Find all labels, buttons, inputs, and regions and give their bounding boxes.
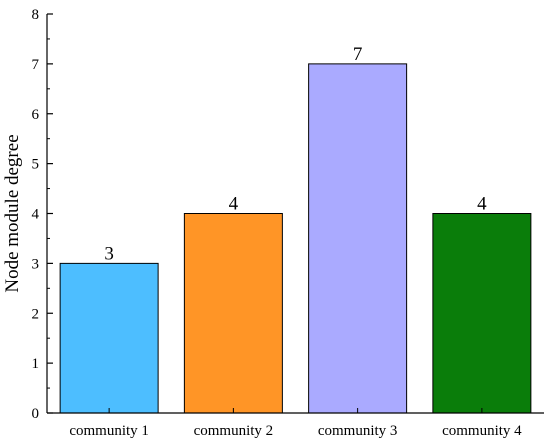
y-tick-label: 6 xyxy=(32,107,40,123)
bar xyxy=(183,213,283,414)
y-tick-label: 3 xyxy=(32,256,40,272)
x-axis-ticks: community 1 community 2 community 3 communi… xyxy=(69,408,522,439)
data-label: 3 xyxy=(104,243,114,264)
y-axis-ticks: 0 1 2 3 4 5 6 7 8 xyxy=(32,7,53,422)
bar xyxy=(432,213,532,414)
x-tick-label: community 3 xyxy=(318,423,398,439)
data-label: 4 xyxy=(229,194,239,215)
y-tick-label: 1 xyxy=(32,356,40,372)
y-axis-title: Node module degree xyxy=(2,134,23,292)
y-tick-label: 5 xyxy=(32,157,40,173)
y-tick-label: 8 xyxy=(32,7,40,23)
data-label: 4 xyxy=(477,194,487,215)
data-label: 7 xyxy=(353,44,363,65)
y-tick-label: 7 xyxy=(32,57,40,73)
bar xyxy=(59,262,159,414)
bar xyxy=(308,63,408,414)
x-tick-label: community 4 xyxy=(442,423,522,439)
y-tick-label: 0 xyxy=(32,406,40,422)
x-tick-label: community 1 xyxy=(69,423,149,439)
x-tick-label: community 2 xyxy=(194,423,274,439)
y-tick-label: 2 xyxy=(32,306,40,322)
y-tick-label: 4 xyxy=(32,207,40,223)
bars: 3 4 7 4 xyxy=(59,44,532,414)
